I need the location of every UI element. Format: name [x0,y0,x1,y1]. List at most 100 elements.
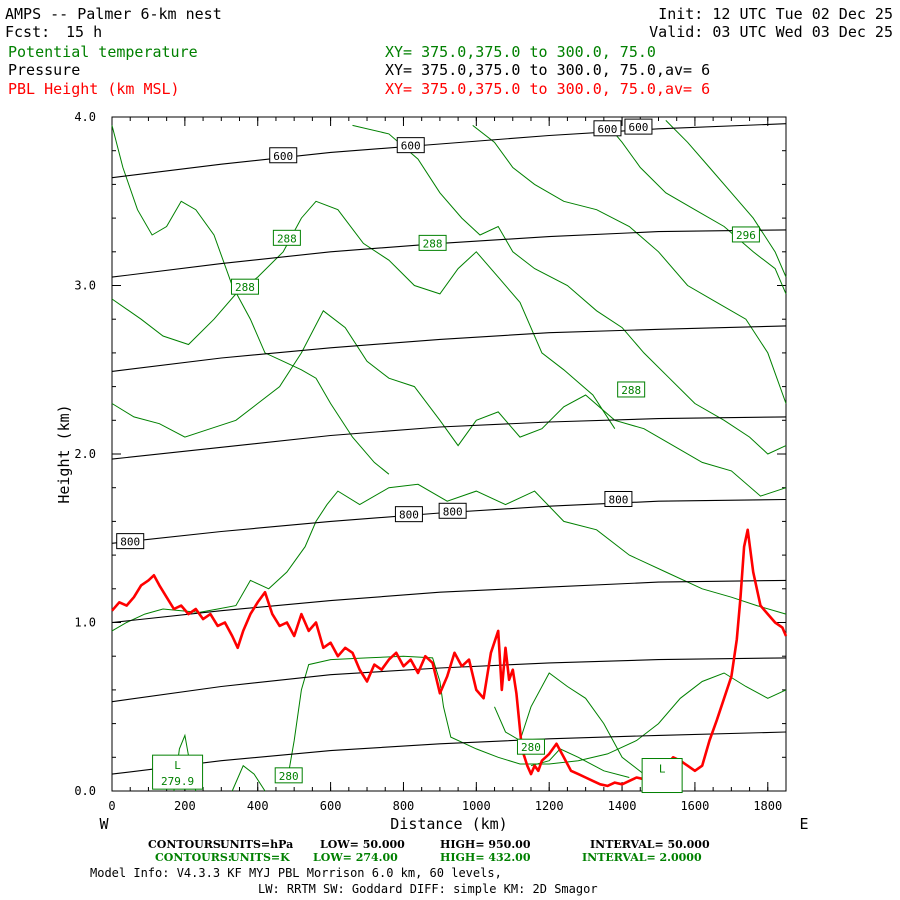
theta-label-box [516,738,545,755]
pressure-label-box [394,506,423,523]
theta-label-box [274,767,303,784]
y-tick-label: 3.0 [74,279,96,293]
low-marker: L [659,763,666,776]
pbl-height-line [111,528,788,788]
theta-label-box [617,381,646,398]
x-tick-label: 400 [247,799,269,813]
fcst-label: Fcst: [5,23,50,41]
pressure-contour-750 [111,416,787,460]
theta-label: 280 [521,741,541,754]
y-tick-label: 1.0 [74,616,96,630]
theta-label: 288 [235,281,255,294]
pressure-contour-600 [111,123,787,179]
theta-contour-line [111,200,616,429]
x-tick-label: 1400 [608,799,637,813]
theta-contour-line [111,483,787,632]
theta-contour-line [603,120,787,295]
field-pressure-xy: XY= 375.0,375.0 to 300.0, 75.0,av= 6 [385,61,710,79]
valid-time: Valid: 03 UTC Wed 03 Dec 25 [649,23,893,41]
pressure-label-box [116,533,145,550]
contour-labels: 600 600 600 600 800 800 800 800 288 288 288 296 288 2… [116,118,760,794]
theta-label: 280 [279,770,299,783]
theta-contour-line [286,655,787,783]
y-axis-label: Height (km) [55,404,73,503]
theta-contour-line [111,310,787,497]
theta-contours [111,120,787,792]
x-tick-label: 0 [108,799,115,813]
theta-contour-line [530,748,630,778]
footer-pressure-label: CONTOURS: [148,838,225,851]
x-tick-label: 1000 [462,799,491,813]
pressure-label-box [438,502,467,519]
pressure-label-box [604,490,633,507]
pressure-label-box [624,118,653,135]
init-time: Init: 12 UTC Tue 02 Dec 25 [658,5,893,23]
y-tick-label: 4.0 [74,110,96,124]
footer-theta-contours: CONTOURS: UNITS=K LOW= 274.00 HIGH= 432.… [155,851,702,864]
theta-contour-line [231,764,266,792]
pressure-label: 800 [120,536,140,549]
axis-ticks [111,116,787,792]
theta-contour-line [352,124,787,455]
low-marker-box [641,758,683,794]
footer-pressure-high: HIGH= 950.00 [440,838,531,851]
footer-theta-low: LOW= 274.00 [313,851,398,864]
theta-label-box [272,229,301,246]
footer-theta-high: HIGH= 432.00 [440,851,531,864]
field-theta-name: Potential temperature [8,43,198,61]
field-pbl-xy: XY= 375.0,375.0 to 300.0, 75.0,av= 6 [385,80,710,98]
pressure-label: 800 [399,509,419,522]
pressure-contour-850 [111,579,787,624]
footer-pressure-low: LOW= 50.000 [320,838,405,851]
x-tick-label: 1800 [753,799,782,813]
x-tick-label: 200 [174,799,196,813]
pressure-contour-700 [111,325,787,372]
x-tick-label: 800 [393,799,415,813]
east-label: E [799,815,808,833]
footer-theta-units: UNITS=K [230,851,290,864]
theta-label: 288 [423,237,443,250]
pressure-label: 600 [401,140,421,153]
field-theta-xy: XY= 375.0,375.0 to 300.0, 75.0 [385,43,656,61]
theta-label-box [418,234,447,251]
low-marker-box [152,754,204,790]
pressure-contour-650 [111,229,787,278]
theta-contour-line [494,672,645,775]
field-pressure-name: Pressure [8,61,80,79]
model-info-line-2: LW: RRTM SW: Goddard DIFF: simple KM: 2D… [258,882,598,896]
pressure-label-box [269,147,298,164]
pressure-label: 800 [443,505,463,518]
pressure-label: 600 [273,150,293,163]
y-tick-label: 0.0 [74,784,96,798]
footer-pressure-contours: CONTOURS: UNITS=hPa LOW= 50.000 HIGH= 95… [148,838,710,851]
pressure-contour-900 [111,657,787,703]
pressure-label: 600 [629,121,649,134]
west-label: W [99,815,109,833]
theta-contour-line [472,125,787,404]
low-marker-value: 279.9 [161,775,194,788]
pbl-series [111,528,788,788]
footer-pressure-interval: INTERVAL= 50.000 [590,838,710,851]
theta-label: 288 [277,232,297,245]
tick-labels: 0 200 400 600 800 1000 1200 1400 1600 1800 0.0 1.0 2… [74,110,782,813]
pressure-label: 600 [598,123,618,136]
chart-title: AMPS -- Palmer 6-km nest [5,5,222,23]
x-axis-label: Distance (km) [390,815,507,833]
y-tick-label: 2.0 [74,447,96,461]
footer-theta-label: CONTOURS: [155,851,232,864]
theta-label-box [230,278,259,295]
pressure-contours [111,123,787,775]
theta-contour-line [665,120,787,278]
x-tick-label: 1200 [535,799,564,813]
x-tick-label: 600 [320,799,342,813]
theta-label: 288 [621,384,641,397]
theta-label: 296 [736,229,756,242]
footer-pressure-units: UNITS=hPa [220,838,293,851]
model-info-line-1: Model Info: V4.3.3 KF MYJ PBL Morrison 6… [90,866,502,880]
pressure-label: 800 [608,493,628,506]
fcst-value: 15 h [66,23,102,41]
low-marker: L [174,759,181,772]
x-tick-label: 1600 [680,799,709,813]
field-pbl-name: PBL Height (km MSL) [8,80,180,98]
